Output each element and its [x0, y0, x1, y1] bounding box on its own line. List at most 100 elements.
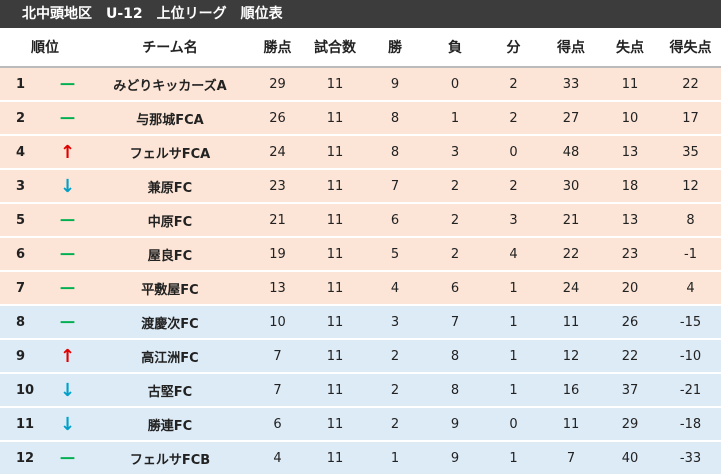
- trend: －: [45, 305, 90, 340]
- trend: ↓: [45, 169, 90, 204]
- cell: 13: [600, 135, 660, 170]
- cell: 11: [305, 203, 365, 238]
- cell: 21: [542, 203, 600, 238]
- table-row: 6 －屋良FC 19 11 5 2 4 22 23 -1: [0, 237, 721, 272]
- cell: 11: [542, 305, 600, 340]
- cell: 2: [365, 339, 425, 374]
- cell: 33: [542, 67, 600, 102]
- cell: 29: [250, 67, 305, 102]
- cell: 26: [250, 101, 305, 136]
- cell: 11: [305, 373, 365, 408]
- cell: 24: [542, 271, 600, 306]
- cell: -15: [660, 305, 721, 340]
- cell: 7: [542, 441, 600, 476]
- cell: 10: [250, 305, 305, 340]
- cell: 11: [542, 407, 600, 442]
- cell: 9: [365, 67, 425, 102]
- cell: 19: [250, 237, 305, 272]
- cell: 23: [600, 237, 660, 272]
- cell: 11: [305, 169, 365, 204]
- cell: 11: [305, 135, 365, 170]
- table-row: 11 ↓ 勝連FC 6 11 2 9 0 11 29 -18: [0, 407, 721, 442]
- cell: 1: [485, 305, 542, 340]
- team: 中原FC: [90, 203, 250, 238]
- cell: 16: [542, 373, 600, 408]
- cell: -1: [660, 237, 721, 272]
- cell: 1: [485, 441, 542, 476]
- cell: 8: [365, 135, 425, 170]
- team: フェルサFCB: [90, 441, 250, 476]
- trend: －: [45, 237, 90, 272]
- cell: 4: [660, 271, 721, 306]
- column-header: 分: [485, 28, 542, 68]
- rank: 1: [0, 67, 45, 102]
- column-header: 勝: [365, 28, 425, 68]
- cell: 4: [250, 441, 305, 476]
- cell: 8: [660, 203, 721, 238]
- header-row: 順位 チーム名 勝点 試合数勝負分得点 失点 得失点: [0, 28, 721, 68]
- title-bar: 北中頭地区 U-12 上位リーグ 順位表: [0, 0, 721, 28]
- cell: 2: [365, 407, 425, 442]
- cell: 11: [305, 271, 365, 306]
- cell: 1: [425, 101, 485, 136]
- table-row: 2 －与那城FCA 26 11 8 1 2 27 10 17: [0, 101, 721, 136]
- cell: 9: [425, 407, 485, 442]
- cell: -21: [660, 373, 721, 408]
- cell: 11: [305, 407, 365, 442]
- cell: 1: [365, 441, 425, 476]
- cell: 30: [542, 169, 600, 204]
- cell: 3: [425, 135, 485, 170]
- rank: 2: [0, 101, 45, 136]
- cell: -18: [660, 407, 721, 442]
- cell: 1: [485, 339, 542, 374]
- team: 与那城FCA: [90, 101, 250, 136]
- cell: 5: [365, 237, 425, 272]
- trend: －: [45, 101, 90, 136]
- table-row: 4 ↑ フェルサFCA 24 11 8 3 0 48 13 35: [0, 135, 721, 170]
- trend: ↓: [45, 407, 90, 442]
- rank: 3: [0, 169, 45, 204]
- column-header: 負: [425, 28, 485, 68]
- column-header: 試合数: [305, 28, 365, 68]
- trend: ↓: [45, 373, 90, 408]
- team: 兼原FC: [90, 169, 250, 204]
- cell: 4: [485, 237, 542, 272]
- cell: 11: [305, 339, 365, 374]
- rank: 9: [0, 339, 45, 374]
- cell: 2: [425, 169, 485, 204]
- column-header: 得失点: [660, 28, 721, 68]
- cell: 29: [600, 407, 660, 442]
- team: 高江洲FC: [90, 339, 250, 374]
- trend: ↑: [45, 135, 90, 170]
- team: 古堅FC: [90, 373, 250, 408]
- cell: 11: [305, 101, 365, 136]
- cell: 10: [600, 101, 660, 136]
- table-row: 8 －渡慶次FC 10 11 3 7 1 11 26 -15: [0, 305, 721, 340]
- cell: 22: [660, 67, 721, 102]
- table-row: 3 ↓ 兼原FC 23 11 7 2 2 30 18 12: [0, 169, 721, 204]
- cell: 22: [600, 339, 660, 374]
- cell: 8: [425, 373, 485, 408]
- cell: 23: [250, 169, 305, 204]
- cell: 2: [485, 169, 542, 204]
- rank: 4: [0, 135, 45, 170]
- cell: 11: [305, 67, 365, 102]
- cell: 7: [250, 339, 305, 374]
- cell: 40: [600, 441, 660, 476]
- cell: -10: [660, 339, 721, 374]
- cell: 6: [365, 203, 425, 238]
- cell: 11: [305, 237, 365, 272]
- rank: 11: [0, 407, 45, 442]
- cell: 13: [600, 203, 660, 238]
- rank: 8: [0, 305, 45, 340]
- cell: 2: [425, 203, 485, 238]
- cell: 20: [600, 271, 660, 306]
- team: 勝連FC: [90, 407, 250, 442]
- column-header: 順位: [0, 28, 90, 68]
- column-header: 勝点: [250, 28, 305, 68]
- cell: 37: [600, 373, 660, 408]
- trend: －: [45, 441, 90, 476]
- cell: 26: [600, 305, 660, 340]
- cell: 2: [425, 237, 485, 272]
- table-row: 1 －みどりキッカーズA 29 11 9 0 2 33 11 22: [0, 67, 721, 102]
